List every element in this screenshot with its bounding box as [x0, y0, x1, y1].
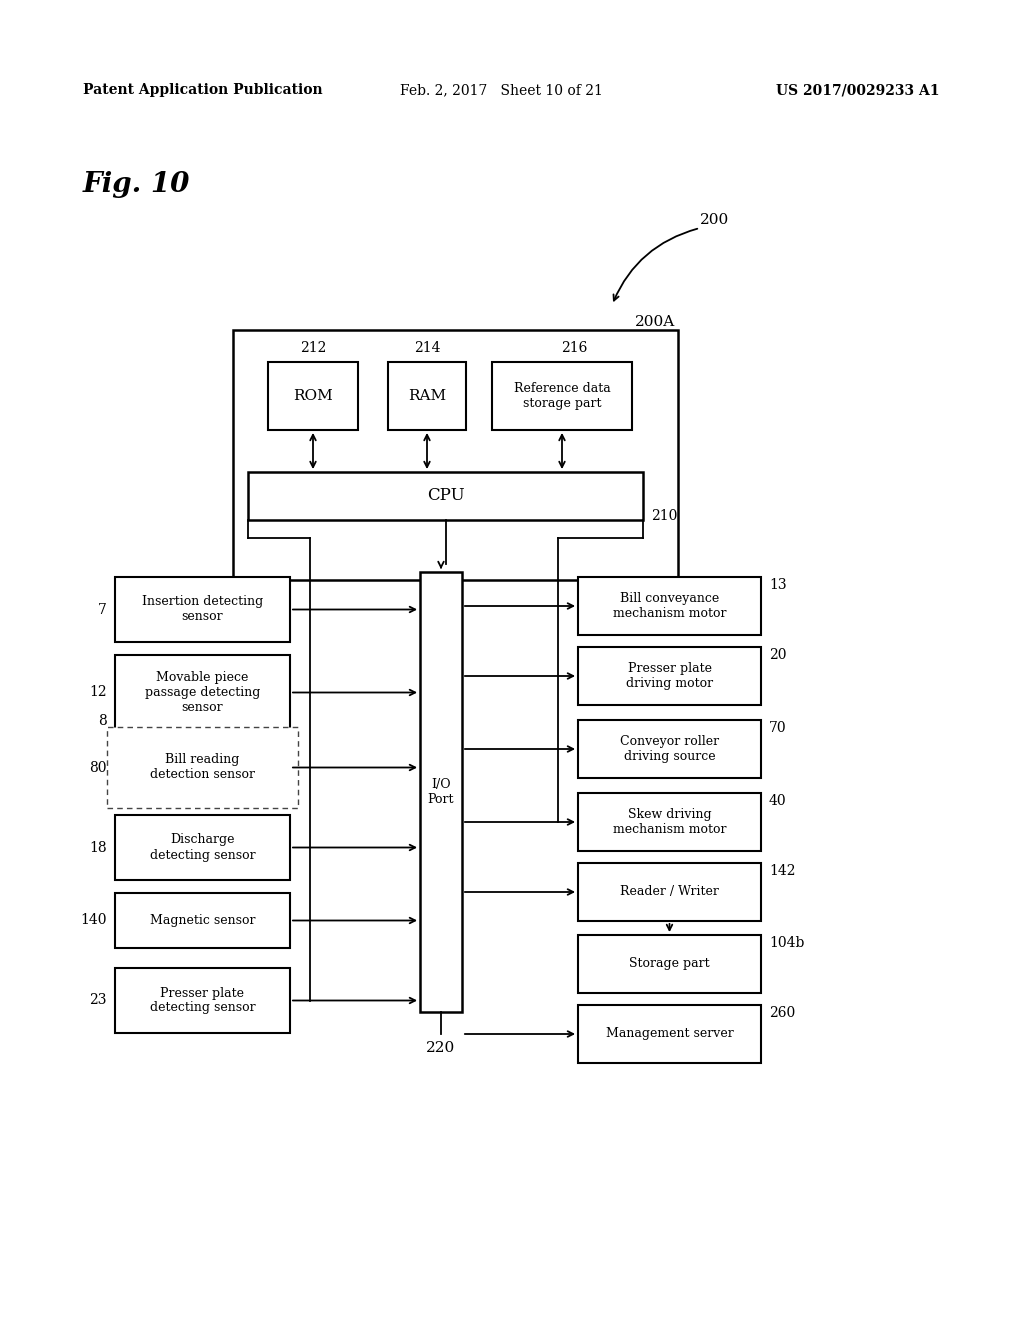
Text: 260: 260 — [769, 1006, 796, 1020]
Bar — [115, 814, 290, 880]
Text: 140: 140 — [81, 913, 106, 928]
Bar — [578, 577, 761, 635]
Bar — [578, 793, 761, 851]
Text: 214: 214 — [414, 341, 440, 355]
Bar — [492, 362, 632, 430]
Text: Reference data
storage part: Reference data storage part — [514, 381, 610, 411]
Text: Feb. 2, 2017   Sheet 10 of 21: Feb. 2, 2017 Sheet 10 of 21 — [400, 83, 603, 96]
Bar — [578, 935, 761, 993]
Text: Movable piece
passage detecting
sensor: Movable piece passage detecting sensor — [144, 671, 260, 714]
Text: 7: 7 — [98, 602, 106, 616]
Text: 210: 210 — [651, 510, 677, 523]
Text: Storage part: Storage part — [629, 957, 710, 970]
Text: 40: 40 — [769, 795, 786, 808]
Text: Bill conveyance
mechanism motor: Bill conveyance mechanism motor — [612, 591, 726, 620]
Text: Magnetic sensor: Magnetic sensor — [150, 913, 255, 927]
Text: 18: 18 — [89, 841, 106, 854]
Text: 200A: 200A — [635, 315, 675, 329]
Text: Presser plate
driving motor: Presser plate driving motor — [626, 663, 713, 690]
Bar — [233, 330, 678, 579]
Text: Management server: Management server — [605, 1027, 733, 1040]
Text: Bill reading
detection sensor: Bill reading detection sensor — [150, 754, 255, 781]
Text: 20: 20 — [769, 648, 786, 663]
Text: US 2017/0029233 A1: US 2017/0029233 A1 — [776, 83, 940, 96]
Bar — [106, 727, 298, 808]
Bar — [115, 655, 290, 730]
Bar — [578, 719, 761, 777]
Bar — [248, 473, 643, 520]
Bar — [268, 362, 358, 430]
Text: 12: 12 — [89, 685, 106, 700]
Text: Presser plate
detecting sensor: Presser plate detecting sensor — [150, 986, 255, 1015]
Text: Fig. 10: Fig. 10 — [83, 172, 190, 198]
Bar — [420, 572, 462, 1012]
Text: 13: 13 — [769, 578, 786, 591]
Bar — [115, 968, 290, 1034]
Text: 80: 80 — [89, 760, 106, 775]
Text: 8: 8 — [98, 714, 106, 729]
Text: RAM: RAM — [408, 389, 446, 403]
Text: Conveyor roller
driving source: Conveyor roller driving source — [620, 735, 719, 763]
Bar — [388, 362, 466, 430]
Text: Skew driving
mechanism motor: Skew driving mechanism motor — [612, 808, 726, 836]
Text: 23: 23 — [89, 994, 106, 1007]
Text: Insertion detecting
sensor: Insertion detecting sensor — [142, 595, 263, 623]
Text: 200: 200 — [700, 213, 729, 227]
Text: Discharge
detecting sensor: Discharge detecting sensor — [150, 833, 255, 862]
Text: 216: 216 — [561, 341, 587, 355]
Text: CPU: CPU — [427, 487, 464, 504]
Text: 70: 70 — [769, 721, 786, 735]
Text: 212: 212 — [300, 341, 327, 355]
Text: 104b: 104b — [769, 936, 805, 950]
Bar — [115, 577, 290, 642]
Bar — [578, 1005, 761, 1063]
Text: Reader / Writer: Reader / Writer — [621, 886, 719, 899]
Bar — [578, 647, 761, 705]
Bar — [578, 863, 761, 921]
Bar — [115, 735, 290, 800]
Text: Patent Application Publication: Patent Application Publication — [83, 83, 323, 96]
Text: I/O
Port: I/O Port — [428, 777, 455, 807]
Text: ROM: ROM — [293, 389, 333, 403]
Text: 220: 220 — [426, 1041, 456, 1055]
Bar — [115, 894, 290, 948]
Text: 142: 142 — [769, 865, 796, 878]
